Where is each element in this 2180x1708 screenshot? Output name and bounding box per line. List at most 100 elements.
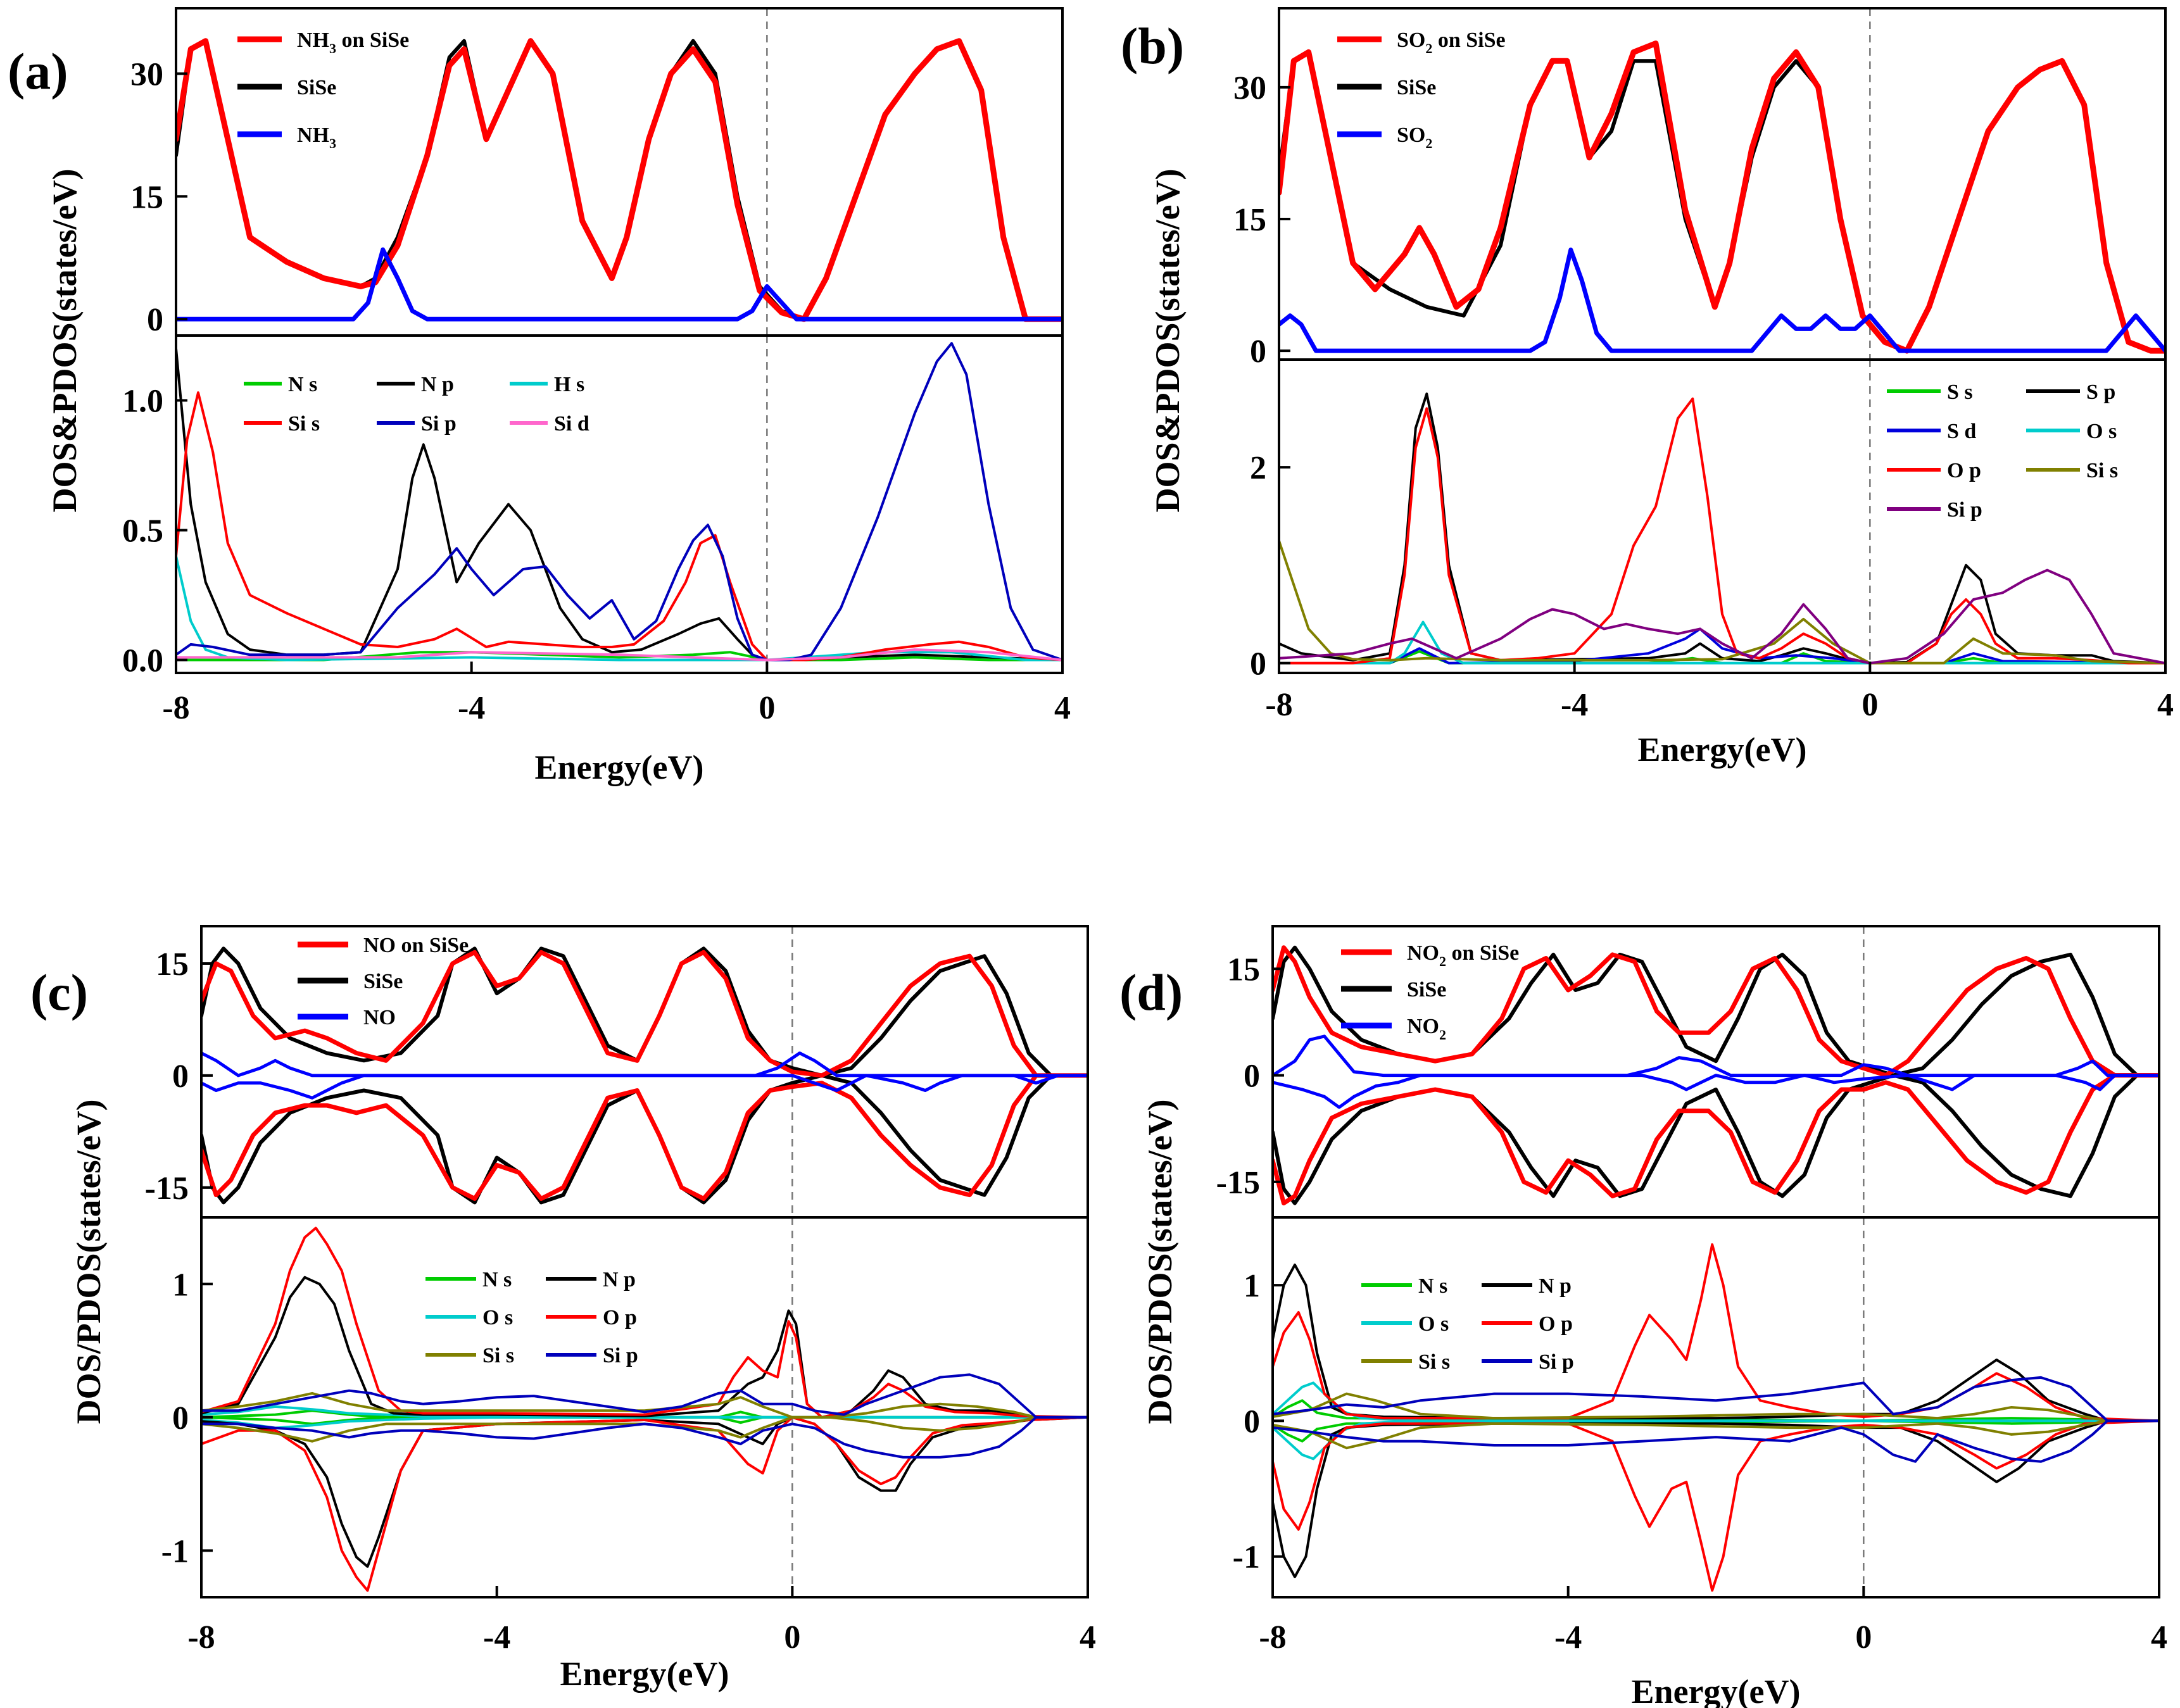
series-sise-dn	[201, 1073, 1088, 1205]
legend-label: N s	[482, 1268, 512, 1291]
series-no-on-sise-dn	[201, 1073, 1088, 1201]
panel-a-label: (a)	[8, 42, 68, 100]
panel-b-subplot-dos: 0 15 30 SO2 on SiSe SiSe SO2	[1233, 8, 2165, 370]
series-no2-up	[1273, 1034, 2159, 1077]
x-axis-title: Energy(eV)	[535, 748, 704, 786]
legend-label: SiSe	[1397, 76, 1436, 99]
series-si-p-up	[1273, 1376, 2159, 1422]
pdos-legend: N s N p O s O p Si s Si p	[425, 1268, 638, 1367]
x-tick-label: -4	[483, 1619, 510, 1655]
y-tick-label: 0	[1244, 1403, 1260, 1440]
series-si-p-up	[201, 1373, 1088, 1419]
dos-legend: SO2 on SiSe SiSe SO2	[1337, 28, 1506, 151]
series-no2-dn	[1273, 1074, 2159, 1109]
y-tick-label: 2	[1250, 450, 1266, 486]
x-tick-label: 0	[1855, 1619, 1872, 1655]
legend-label: Si s	[2086, 459, 2118, 482]
series-no-on-sise-up	[201, 950, 1088, 1078]
series-sise-up	[201, 946, 1088, 1077]
series-n-p-dn	[201, 1416, 1088, 1568]
panel-d-label: (d)	[1119, 964, 1183, 1021]
x-axis-title: Energy(eV)	[560, 1655, 729, 1693]
legend-label: SiSe	[297, 76, 336, 99]
legend-label: O s	[2086, 420, 2117, 443]
panel-d-subplot-dos: -15 0 15 NO2 on SiSe SiSe NO2	[1216, 926, 2159, 1217]
series-no2-on-sise-up	[1273, 945, 2159, 1078]
series-no2-on-sise-dn	[1273, 1073, 2159, 1206]
panel-b-subplot-pdos: 0 2 S s S p S d O s O p Si s Si p	[1250, 360, 2165, 682]
y-tick-label: 0	[1250, 334, 1266, 370]
series-nh3-on-sise	[176, 38, 1062, 322]
panel-a-subplot-dos: 0 15 30 NH3 on SiSe SiSe NH3	[130, 8, 1062, 338]
legend-label: Si p	[1947, 498, 1982, 522]
series-no-dn	[201, 1074, 1088, 1100]
panel-b-label: (b)	[1121, 17, 1184, 75]
legend-label: S p	[2086, 380, 2115, 404]
series-si-p-dn	[201, 1416, 1088, 1459]
x-tick-label: -8	[162, 690, 189, 726]
legend-label: N p	[421, 373, 454, 396]
series-n-p-dn	[1273, 1419, 2159, 1578]
legend-label: O p	[1947, 459, 1981, 482]
panel-d-subplot-pdos: -1 0 1 N s N p O s O p Si s Si p	[1233, 1217, 2159, 1597]
y-tick-label: 1.0	[122, 384, 163, 420]
y-tick-label: 30	[130, 56, 163, 92]
legend-label: O p	[1539, 1312, 1573, 1336]
legend-label: N s	[288, 373, 317, 396]
panel-a-subplot-pdos: 0.0 0.5 1.0 N s N p H s Si s Si p Si d	[122, 336, 1062, 679]
x-tick-label: 0	[784, 1619, 800, 1655]
series-nh3	[176, 247, 1062, 322]
y-tick-label: 0	[1244, 1058, 1260, 1095]
y-tick-label: 0.0	[122, 643, 163, 679]
series-so2-on-sise	[1279, 41, 2165, 354]
y-tick-label: 1	[1244, 1268, 1260, 1304]
series-n-s	[176, 651, 1062, 662]
y-axis-title: DOS/PDOS(states/eV)	[1141, 1100, 1179, 1424]
y-tick-label: 15	[130, 179, 163, 215]
series-si-d	[176, 648, 1062, 662]
x-tick-label: 4	[1080, 1619, 1096, 1655]
legend-label: SO2 on SiSe	[1397, 28, 1506, 56]
plot-frame-bottom	[175, 334, 1064, 674]
legend-label: Si p	[1539, 1350, 1574, 1374]
legend-label: NO2 on SiSe	[1407, 941, 1519, 969]
series-si-s	[176, 391, 1062, 662]
x-tick-label: -8	[1259, 1619, 1286, 1655]
legend-label: Si s	[288, 412, 320, 436]
y-tick-label: -1	[161, 1533, 189, 1569]
dos-legend: NO on SiSe SiSe NO	[298, 934, 469, 1029]
x-tick-label: -4	[458, 690, 485, 726]
series-n-p-up	[201, 1276, 1088, 1419]
x-tick-label: -8	[1265, 687, 1292, 723]
x-axis-title: Energy(eV)	[1632, 1673, 1801, 1708]
legend-label: NO on SiSe	[363, 934, 469, 957]
panel-c-subplot-dos: -15 0 15 NO on SiSe SiSe NO	[145, 926, 1088, 1217]
legend-label: O s	[482, 1306, 513, 1329]
series-si-p-dn	[1273, 1419, 2159, 1463]
legend-label: O s	[1418, 1312, 1449, 1336]
y-tick-label: 0	[172, 1058, 189, 1095]
x-tick-label: 0	[1862, 687, 1878, 723]
legend-label: NO2	[1407, 1015, 1446, 1043]
panel-b: (b) 0 15 30 SO2 on SiSe SiSe SO2 0 2 S s S p S d O s…	[1121, 7, 2174, 769]
y-tick-label: 15	[1233, 202, 1266, 238]
y-tick-label: -15	[145, 1171, 189, 1207]
x-tick-label: -4	[1554, 1619, 1582, 1655]
legend-label: NH3	[297, 123, 336, 151]
dos-legend: NO2 on SiSe SiSe NO2	[1341, 941, 1519, 1043]
x-tick-label: -8	[187, 1619, 215, 1655]
plot-frame-top	[200, 925, 1089, 1219]
legend-label: Si d	[554, 412, 589, 436]
x-tick-label: 4	[2157, 687, 2174, 723]
series-si-p	[176, 342, 1062, 662]
legend-label: SiSe	[363, 970, 403, 993]
legend-label: Si p	[421, 412, 457, 436]
y-tick-label: -15	[1216, 1165, 1260, 1201]
panel-c-label: (c)	[30, 964, 88, 1021]
y-tick-label: 0.5	[122, 513, 163, 549]
legend-label: S s	[1947, 380, 1973, 404]
y-tick-label: 1	[172, 1267, 189, 1303]
x-tick-label: 4	[2151, 1619, 2167, 1655]
series-o-p-up	[201, 1226, 1088, 1419]
